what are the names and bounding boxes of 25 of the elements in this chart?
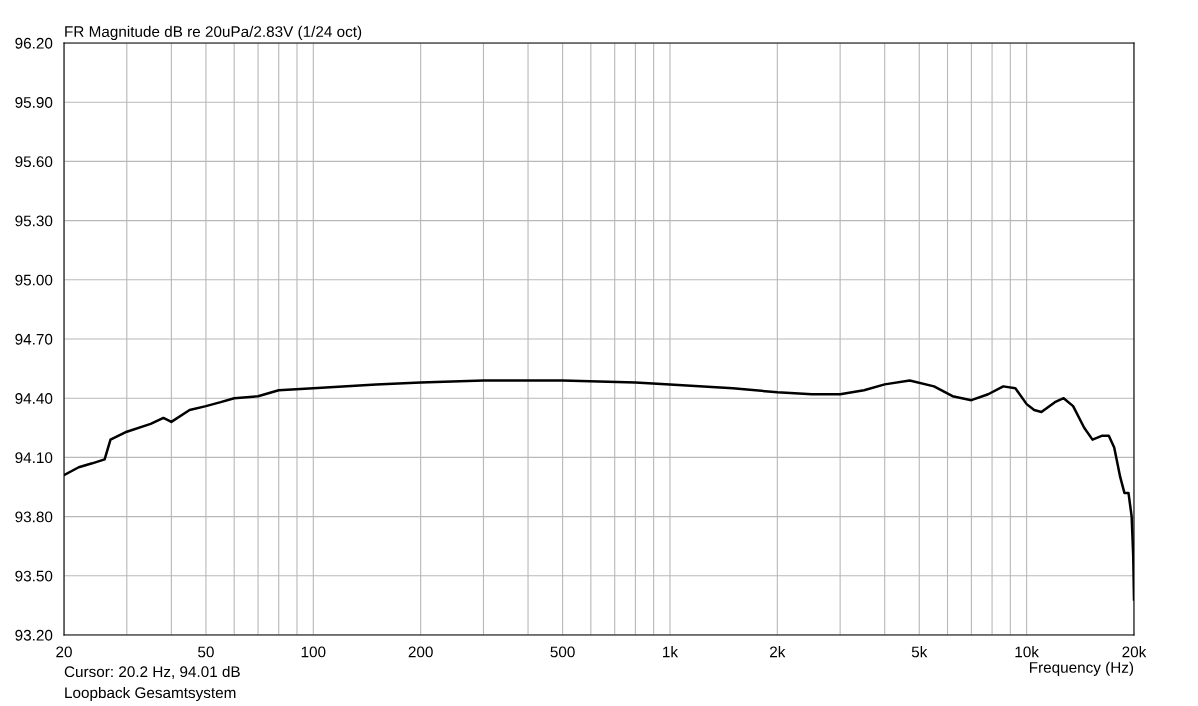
x-tick-label: 100 [301,646,326,658]
y-tick-label: 95.00 [15,274,53,286]
y-tick-label: 95.30 [15,215,53,227]
x-tick-label: 20 [56,646,72,658]
x-axis-title: Frequency (Hz) [1029,661,1134,676]
text: Cursor: 20.2 Hz, 94.01 dB [64,665,240,679]
x-tick-label: 500 [550,646,575,658]
chart-title: FR Magnitude dB re 20uPa/2.83V (1/24 oct) [65,25,362,41]
y-tick-label: 93.20 [15,629,53,641]
x-tick-label: 10k [1015,646,1039,658]
y-tick-label: 95.90 [15,97,53,108]
y-tick-label: 94.10 [15,452,53,464]
x-tick-label: 5k [911,646,928,658]
text: Loopback Gesamtsystem [65,686,236,702]
y-tick-label: 93.80 [15,511,53,523]
y-tick-label: 95.60 [15,156,53,168]
y-tick-label: 94.40 [15,393,53,404]
x-tick-label: 1k [663,646,679,658]
x-tick-label: 200 [408,646,433,658]
y-tick-label: 94.70 [15,333,53,345]
x-tick-label: 20k [1122,646,1147,658]
x-tick-label: 50 [198,646,214,658]
x-tick-label: 2k [770,646,786,658]
y-tick-label: 93.50 [15,570,53,582]
y-tick-label: 96.20 [15,37,53,49]
